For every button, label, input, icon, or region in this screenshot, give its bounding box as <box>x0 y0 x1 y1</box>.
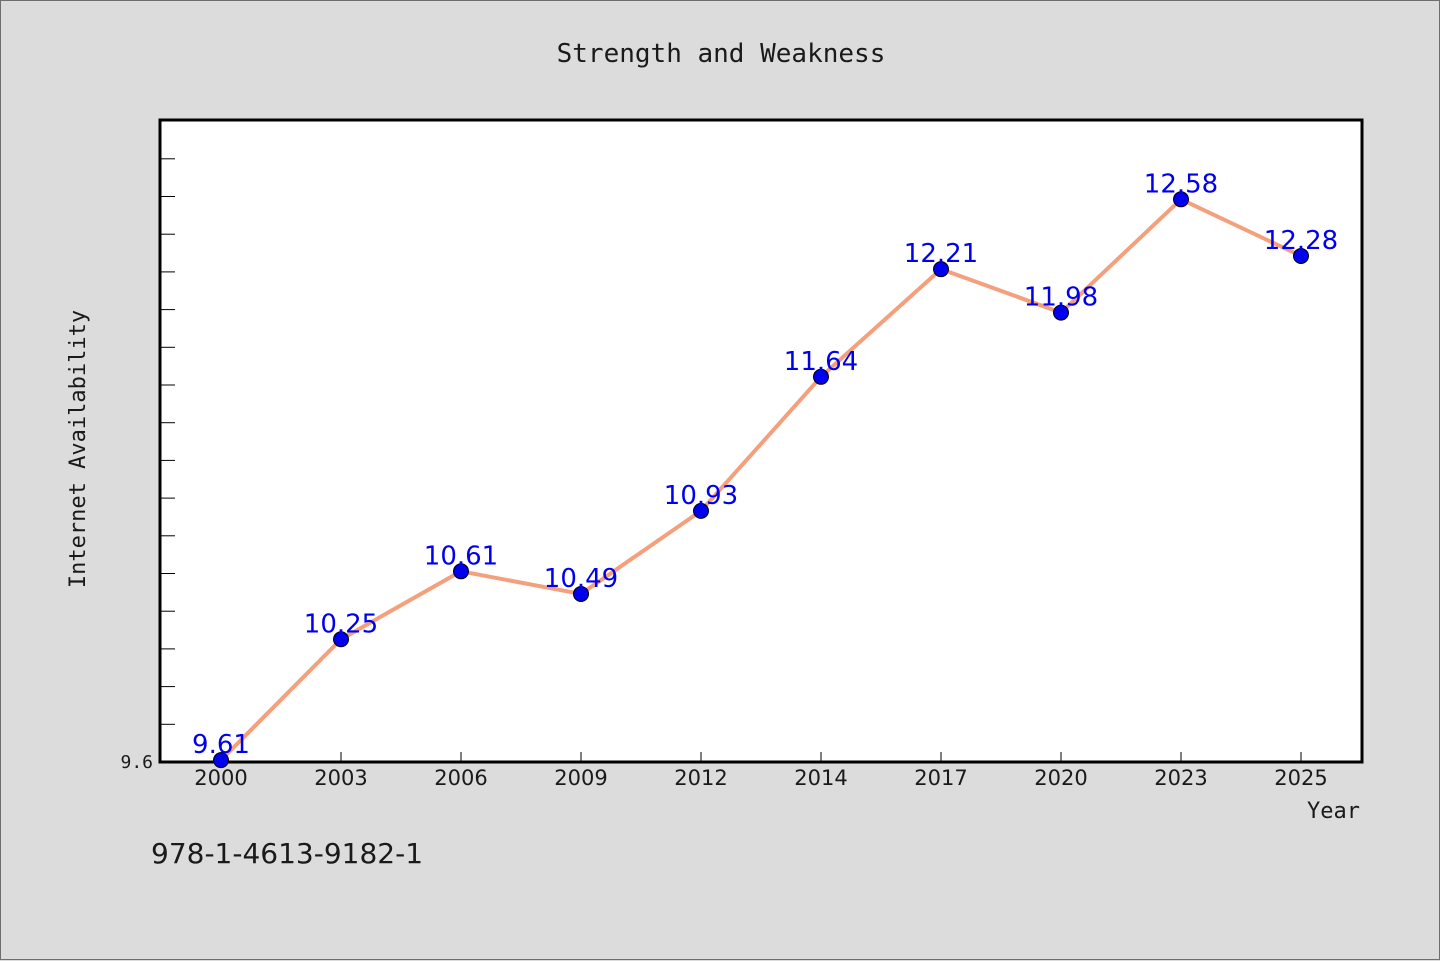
x-axis-ticks <box>220 752 1302 762</box>
data-label: 10.93 <box>664 481 738 511</box>
y-axis-minor-ticks <box>160 158 175 725</box>
data-point <box>1053 304 1069 321</box>
x-tick-label: 2000 <box>194 766 247 790</box>
x-tick-label: 2006 <box>434 766 487 790</box>
data-point <box>573 585 589 602</box>
x-axis-label: Year <box>1307 799 1360 824</box>
data-label: 11.64 <box>784 347 858 377</box>
data-point <box>1293 247 1309 264</box>
isbn-caption: 978-1-4613-9182-1 <box>151 837 423 870</box>
x-tick-label: 2014 <box>794 766 847 790</box>
x-tick-label: 2012 <box>674 766 727 790</box>
data-label: 12.21 <box>904 239 978 269</box>
data-point <box>213 752 229 769</box>
x-tick-label: 2020 <box>1034 766 1087 790</box>
data-label: 10.25 <box>304 609 378 639</box>
data-point <box>333 631 349 648</box>
x-tick-label: 2017 <box>914 766 967 790</box>
chart-title: Strength and Weakness <box>557 39 886 69</box>
data-point <box>1173 191 1189 208</box>
x-tick-label: 2023 <box>1154 766 1207 790</box>
x-axis-tick-labels: 2000 2003 2006 2009 2012 2014 2017 2020 2023 2025 <box>194 766 1327 790</box>
data-label: 9.61 <box>192 730 250 760</box>
y-tick-label: 9.6 <box>120 752 153 773</box>
y-axis-label: Internet Availability <box>66 310 91 588</box>
y-axis-tick-labels: 9.6 <box>120 752 153 773</box>
data-point <box>453 563 469 580</box>
data-point <box>933 261 949 278</box>
series-line <box>219 197 1302 762</box>
x-tick-label: 2009 <box>554 766 607 790</box>
data-label: 12.28 <box>1264 226 1338 256</box>
data-point <box>813 368 829 385</box>
data-point <box>693 502 709 519</box>
data-label: 10.49 <box>544 564 618 594</box>
data-label: 10.61 <box>424 541 498 571</box>
data-label: 12.58 <box>1144 169 1218 199</box>
data-labels: 9.61 10.25 10.61 10.49 10.93 11.64 12.21 11.98 1… <box>192 169 1338 760</box>
data-points <box>213 191 1309 769</box>
x-tick-label: 2025 <box>1274 766 1327 790</box>
data-label: 11.98 <box>1024 283 1098 313</box>
x-tick-label: 2003 <box>314 766 367 790</box>
